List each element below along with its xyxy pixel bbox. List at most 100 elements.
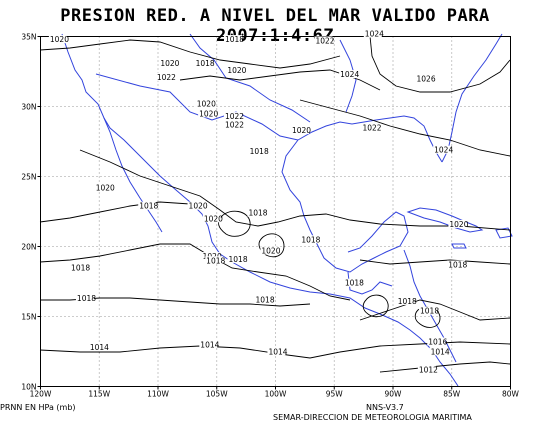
- isobar-label: 1018: [206, 256, 225, 265]
- isobar-label: 1020: [160, 59, 179, 68]
- isobar-1020-north: [39, 39, 341, 69]
- coast-sonora: [103, 117, 459, 387]
- isobar-label-bg: [94, 183, 113, 192]
- isobar-label: 1020: [292, 126, 311, 135]
- lat-tick-label: 25N: [21, 173, 36, 182]
- isobar-label-bg: [223, 120, 242, 129]
- isobar-label: 1018: [139, 202, 158, 211]
- lon-tick-label: 120W: [30, 390, 52, 399]
- isobar-label-bg: [202, 214, 221, 223]
- isobar-label-bg: [254, 295, 273, 304]
- isobar-label-bg: [339, 70, 358, 79]
- isobar-label-bg: [314, 36, 333, 45]
- isobar-label-bg: [227, 254, 246, 263]
- isobar-label: 1020: [261, 247, 280, 256]
- isobar-label: 1020: [96, 184, 115, 193]
- isobar-labels: 1020 1018 1022 1024 1020 1018 1020 1024 1026 1022…: [48, 29, 469, 375]
- model-label: NNS-V3.7: [366, 403, 404, 412]
- isobar-1012: [379, 361, 511, 373]
- border-inland: [189, 33, 311, 123]
- isobar-label-bg: [343, 278, 362, 287]
- isobar-label-bg: [290, 126, 309, 135]
- isobar-1018-west: [39, 201, 191, 223]
- isobar-label: 1018: [229, 255, 248, 264]
- isobar-label: 1016: [428, 338, 447, 347]
- isobar-label-bg: [198, 109, 217, 118]
- isobar-label-bg: [75, 294, 94, 303]
- isobar-label-bg: [223, 112, 242, 121]
- coast-jamaica: [451, 243, 467, 249]
- isobar-label-bg: [417, 365, 436, 374]
- isobar-label: 1020: [197, 100, 216, 109]
- isobar-label-bg: [187, 201, 206, 210]
- lon-tick-label: 90W: [385, 390, 403, 399]
- lon-tick-label: 105W: [206, 390, 228, 399]
- isobar-label-bg: [361, 123, 380, 132]
- isobar-label: 1018: [398, 297, 417, 306]
- isobar-label-bg: [138, 201, 157, 210]
- coastline: [61, 33, 513, 387]
- isobar-label: 1018: [345, 279, 364, 288]
- isobar-1020-central: [79, 149, 511, 231]
- lat-tick-label: 20N: [21, 243, 36, 252]
- axis-ticks: 120W 115W 110W 105W 100W 95W 90W 85W 80W 10N 15N 20…: [21, 33, 519, 399]
- isobar-label-bg: [429, 347, 448, 356]
- border-inland-2: [339, 39, 357, 113]
- isobar-label-bg: [194, 58, 213, 67]
- isobar-label: 1018: [420, 307, 439, 316]
- isobar-label-bg: [427, 337, 446, 346]
- isobar-label-bg: [260, 246, 279, 255]
- credit-label: SEMAR-DIRECCION DE METEOROLOGIA MARITIMA: [273, 413, 472, 422]
- isobar-label: 1022: [157, 73, 176, 82]
- isobar-label: 1024: [365, 30, 384, 39]
- isobar-label: 1018: [71, 263, 90, 272]
- isobar-label-bg: [300, 235, 319, 244]
- lat-tick-label: 35N: [21, 33, 36, 42]
- isobar-1018-loop: [218, 210, 251, 237]
- coast-hispaniola: [495, 227, 513, 239]
- isobar-label: 1018: [448, 261, 467, 270]
- border-guatemala: [347, 271, 393, 295]
- isobar-1018-east: [359, 259, 511, 265]
- isobar-1016: [359, 299, 511, 321]
- isobar-label-bg: [267, 347, 286, 356]
- isobar-label-bg: [199, 340, 218, 349]
- isobar-label-bg: [155, 72, 174, 81]
- isobar-label: 1018: [301, 235, 320, 244]
- lon-tick-label: 85W: [443, 390, 461, 399]
- coast-us-gulf: [297, 115, 443, 163]
- isobar-label-bg: [226, 65, 245, 74]
- isobar-1020-loop: [258, 233, 285, 258]
- isobar-label-bg: [447, 260, 466, 269]
- lon-tick-label: 115W: [88, 390, 110, 399]
- coast-us-atlantic: [441, 33, 503, 163]
- border-us-mexico: [95, 73, 299, 141]
- isobar-label-bg: [419, 306, 438, 315]
- isobar-label: 1022: [225, 112, 244, 121]
- isobar-label-bg: [248, 147, 267, 156]
- isobar-1022-north: [179, 69, 381, 91]
- isobar-label-bg: [201, 252, 220, 261]
- lon-tick-label: 95W: [326, 390, 344, 399]
- isobar-label: 1022: [225, 121, 244, 130]
- isobar-label: 1014: [90, 343, 109, 352]
- isobar-label: 1014: [268, 347, 287, 356]
- coast-cuba: [406, 207, 484, 233]
- lon-tick-label: 80W: [502, 390, 520, 399]
- isobar-label-bg: [159, 58, 178, 67]
- isobar-label: 1012: [419, 366, 438, 375]
- isobar-label: 1018: [248, 209, 267, 218]
- isobar-label-bg: [223, 35, 242, 44]
- isobar-label: 1018: [196, 59, 215, 68]
- isobar-label-bg: [48, 35, 67, 44]
- isobar-label-bg: [448, 219, 467, 228]
- isobar-1018-loop-2: [362, 294, 389, 318]
- isobar-label: 1022: [362, 123, 381, 132]
- isobar-label: 1020: [50, 35, 69, 44]
- lon-tick-label: 100W: [265, 390, 287, 399]
- isobar-label: 1024: [434, 146, 453, 155]
- lat-tick-label: 10N: [21, 383, 36, 392]
- isobar-label: 1020: [204, 214, 223, 223]
- coast-gulf-mexico: [281, 139, 409, 273]
